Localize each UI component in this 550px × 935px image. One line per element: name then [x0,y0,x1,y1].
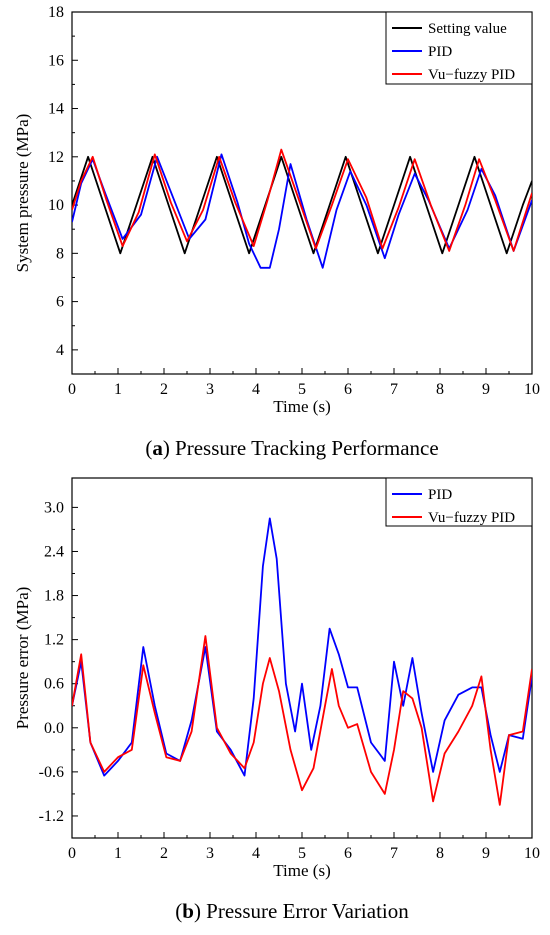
y-tick-label: 4 [56,342,64,359]
x-tick-label: 1 [114,381,122,398]
x-tick-label: 2 [160,845,168,862]
y-tick-label: 14 [48,101,64,118]
series-group [72,517,532,806]
x-tick-label: 4 [252,845,260,862]
x-tick-label: 7 [390,381,398,398]
x-tick-label: 9 [482,381,490,398]
y-tick-label: 0.0 [44,720,64,737]
y-axis-label: Pressure error (MPa) [13,587,32,730]
series-line-1 [72,155,532,255]
legend-label-1: Setting value [428,21,507,37]
x-tick-label: 10 [524,845,540,862]
plot-frame [71,477,533,839]
y-tick-label: 2.4 [44,543,64,560]
series-group [72,148,532,269]
chart-caption: (a) Pressure Tracking Performance [145,436,438,460]
legend: PID Vu−fuzzy PID [385,477,533,527]
y-axis-label: System pressure (MPa) [13,114,32,273]
caption-text: ) Pressure Error Variation [194,899,409,923]
x-tick-label: 0 [68,845,76,862]
y-tick-label: -0.6 [39,764,64,781]
y-tick-label: 0.6 [44,676,64,693]
legend-box [385,11,533,85]
x-tick-label: 5 [298,381,306,398]
caption-letter: b [182,899,194,923]
y-tick-label: 16 [48,52,64,69]
y-tick-label: 8 [56,245,64,262]
x-tick-label: 5 [298,845,306,862]
x-tick-label: 3 [206,381,214,398]
chart-caption: (b) Pressure Error Variation [175,899,409,923]
legend-label-3: Vu−fuzzy PID [428,67,515,83]
y-tick-label: 12 [48,149,64,166]
y-tick-label: 3.0 [44,499,64,516]
x-tick-label: 9 [482,845,490,862]
x-tick-label: 10 [524,381,540,398]
chart-panel-b: 0 1 2 3 4 5 6 7 8 9 10 -1.2 -0.6 0.0 0.6 1.2 1.8 2.4 3.0 Ti… [13,477,540,923]
legend: Setting value PID Vu−fuzzy PID [385,11,533,85]
series-line-1 [72,517,532,777]
y-tick-label: 1.8 [44,588,64,605]
x-axis-label: Time (s) [273,861,330,880]
caption-letter: a [152,436,163,460]
x-tick-label: 6 [344,381,352,398]
legend-label-2: Vu−fuzzy PID [428,510,515,526]
caption-paren-open: ( [175,899,182,923]
y-tick-label: 1.2 [44,632,64,649]
x-tick-label: 4 [252,381,260,398]
x-tick-label: 8 [436,845,444,862]
x-tick-label: 1 [114,845,122,862]
y-tick-label: 6 [56,294,64,311]
x-tick-label: 0 [68,381,76,398]
x-tick-label: 7 [390,845,398,862]
legend-label-2: PID [428,44,452,60]
caption-paren-open: ( [145,436,152,460]
series-line-2 [72,635,532,806]
x-tick-label: 2 [160,381,168,398]
y-tick-label: -1.2 [39,808,64,825]
x-tick-label: 6 [344,845,352,862]
series-line-3 [72,148,532,252]
y-tick-label: 18 [48,4,64,21]
x-tick-label: 8 [436,381,444,398]
x-axis-label: Time (s) [273,397,330,416]
x-tick-label: 3 [206,845,214,862]
legend-label-1: PID [428,487,452,503]
caption-text: ) Pressure Tracking Performance [163,436,439,460]
y-tick-label: 10 [48,197,64,214]
